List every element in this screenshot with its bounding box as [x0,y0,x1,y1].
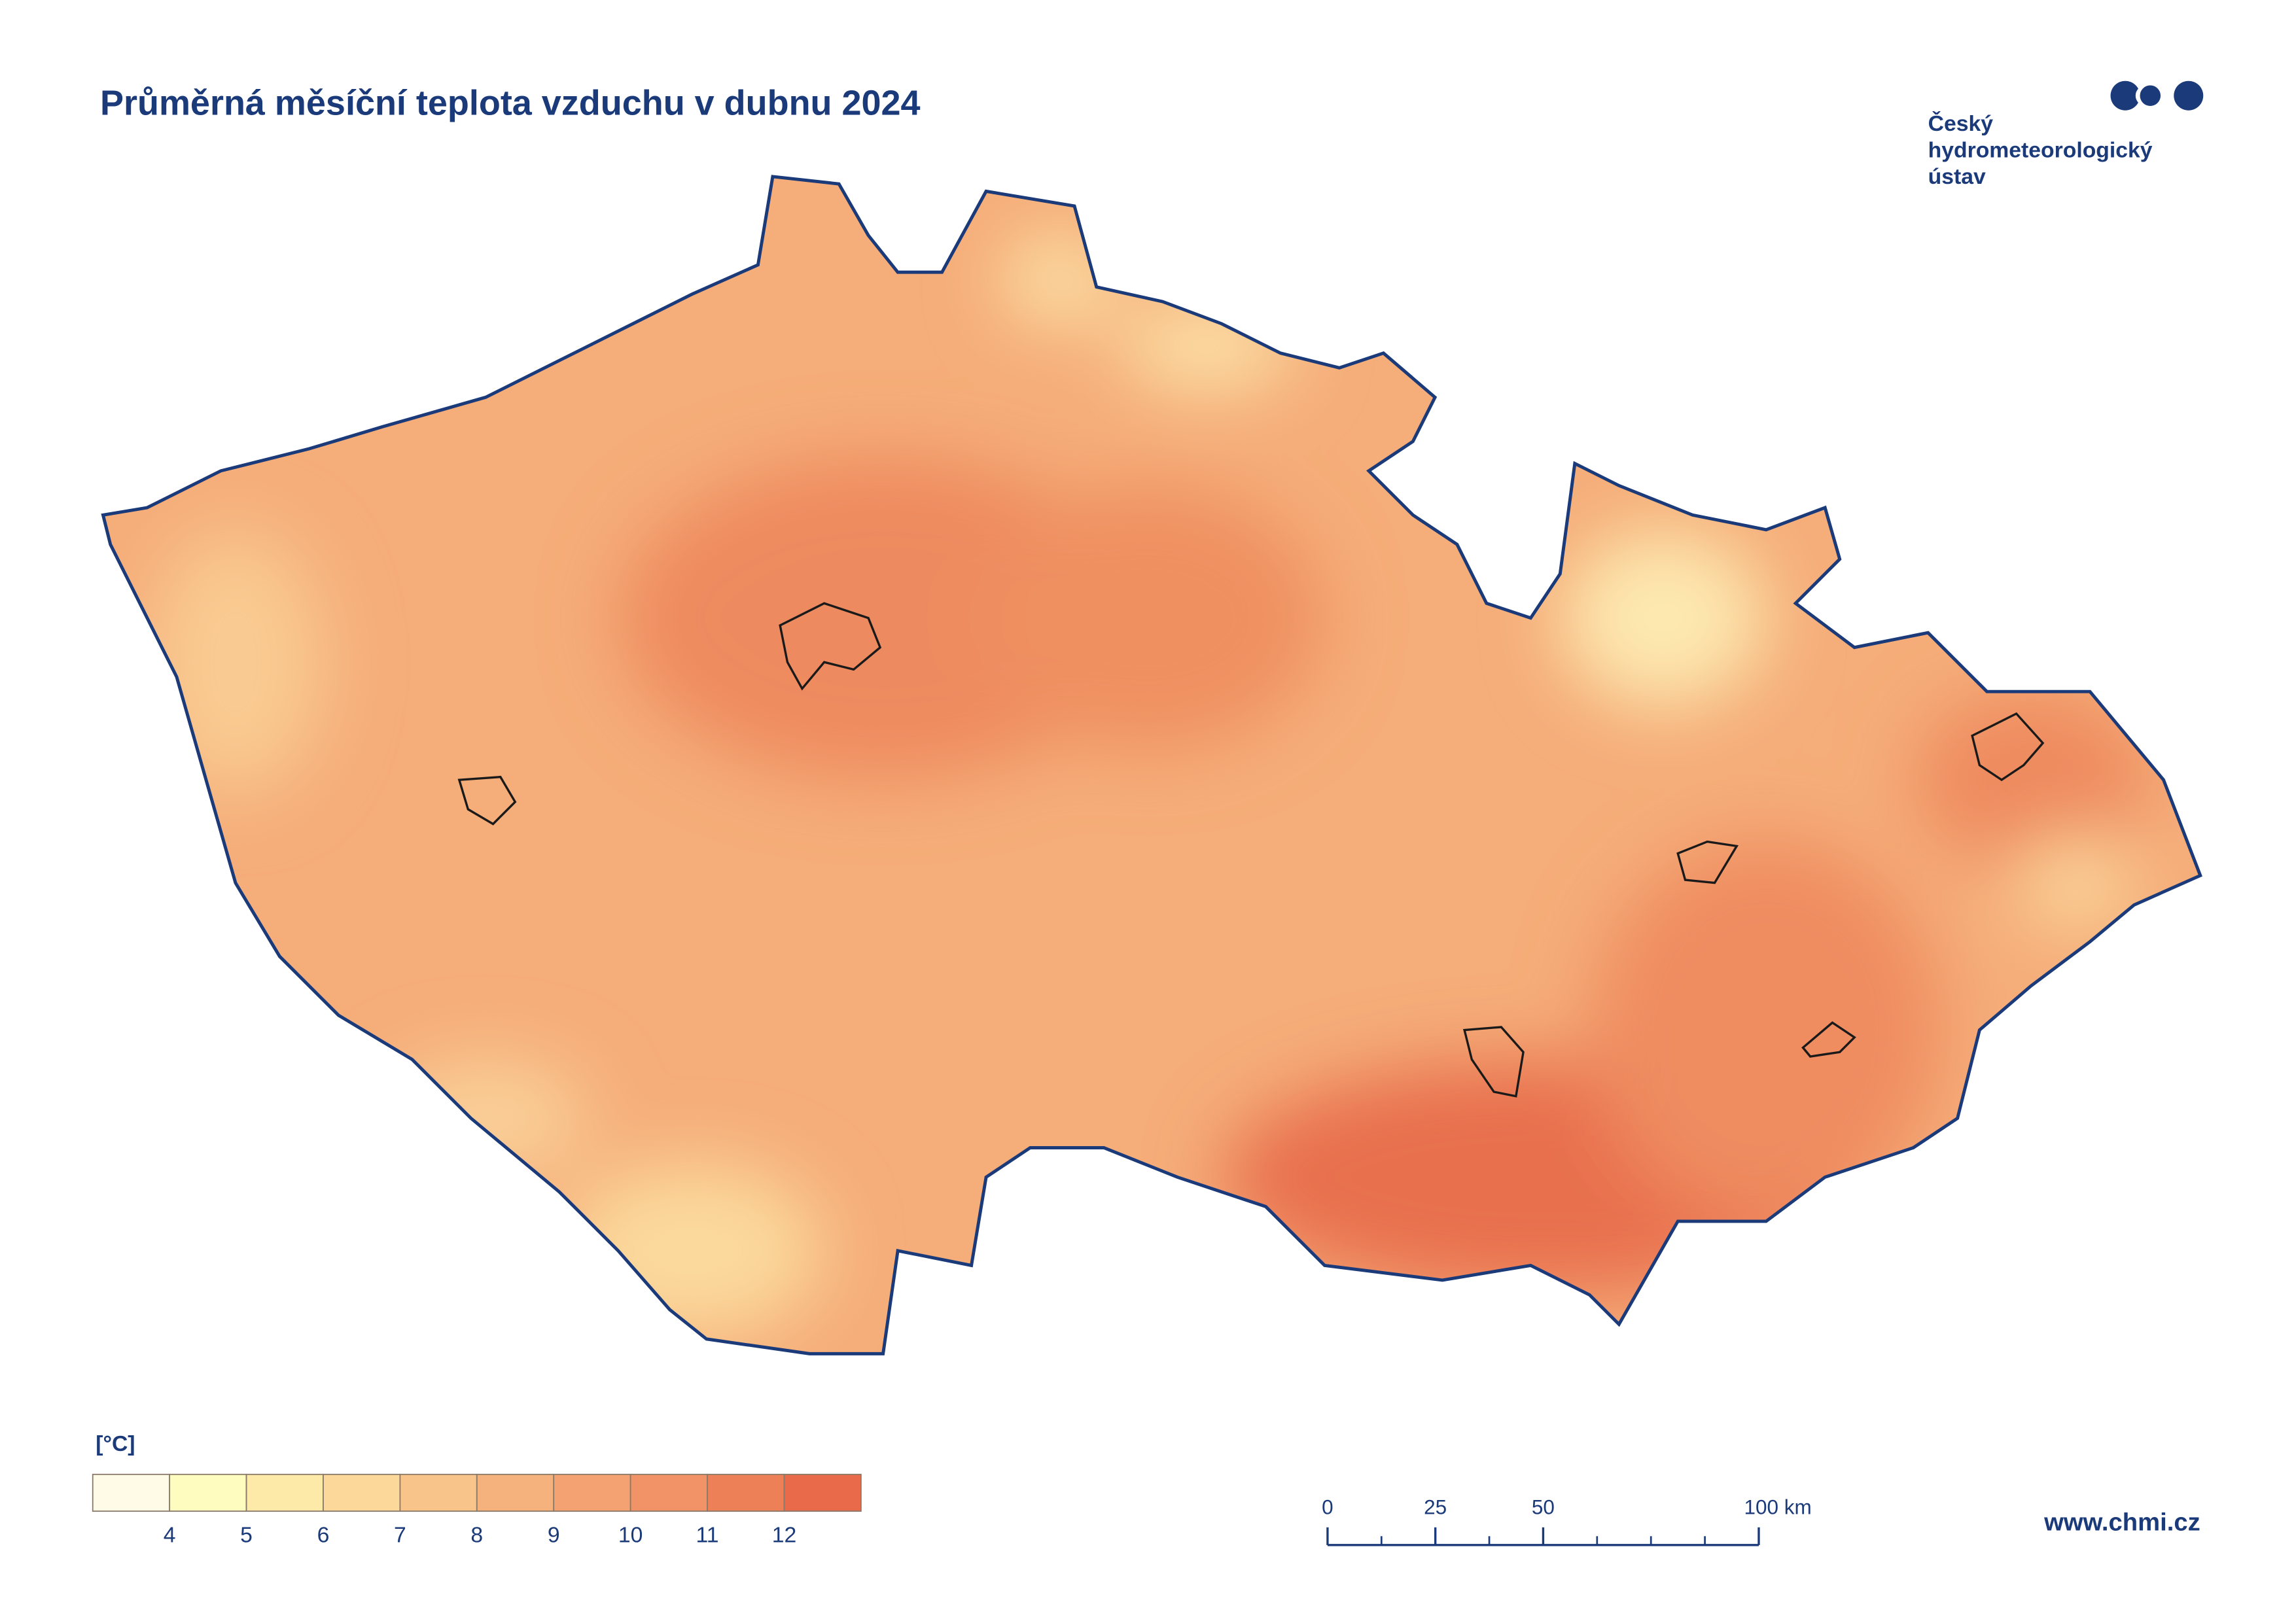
scale-label: 100 km [1744,1495,1811,1519]
legend-swatch [245,1473,324,1512]
legend-label: 5 [240,1522,253,1547]
legend-unit: [°C] [96,1431,135,1456]
scale-label: 0 [1322,1495,1333,1519]
legend-swatch [323,1473,401,1512]
logo-line: hydrometeorologický [1928,138,2153,163]
legend-swatch [476,1473,555,1512]
legend-label: 11 [696,1522,719,1547]
scale-label: 25 [1424,1495,1447,1519]
legend-swatch [399,1473,478,1512]
legend-swatch [169,1473,247,1512]
scale-label: 50 [1532,1495,1555,1519]
logo-line: Český [1928,111,1994,136]
legend-label: 7 [394,1522,406,1547]
legend-label: 12 [772,1522,797,1547]
legend-swatch [707,1473,785,1512]
legend-swatch [92,1473,171,1512]
logo [2110,80,2204,111]
title: Průměrná měsíční teplota vzduchu v dubnu… [100,83,921,122]
legend-label: 8 [470,1522,483,1547]
website: www.chmi.cz [2043,1508,2200,1536]
legend-swatch [783,1473,862,1512]
legend-label: 6 [317,1522,330,1547]
legend-swatch [553,1473,631,1512]
legend: 4 5 6 7 8 9 10 11 12 [92,1473,862,1547]
city-outlines [457,602,2045,1098]
scale-bar: 0 25 50 100 km [1322,1495,1812,1546]
legend-label: 4 [164,1522,176,1547]
legend-swatch [629,1473,708,1512]
logo-line: ústav [1928,164,1986,189]
legend-label: 10 [618,1522,643,1547]
legend-label: 9 [548,1522,560,1547]
